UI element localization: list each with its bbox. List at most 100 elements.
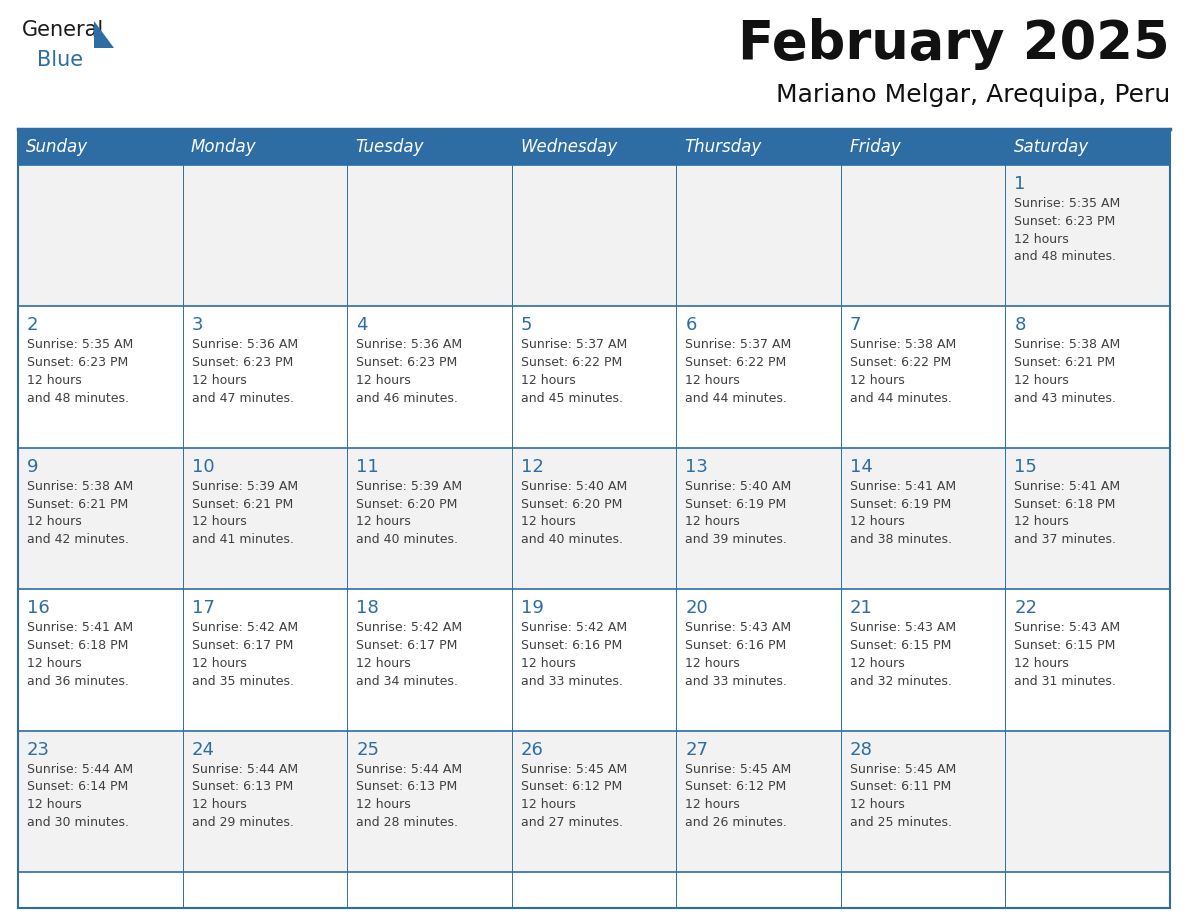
Text: and 38 minutes.: and 38 minutes. [849,533,952,546]
Text: 2: 2 [27,317,38,334]
Bar [1005,129,1170,165]
Text: Sunrise: 5:41 AM: Sunrise: 5:41 AM [1015,480,1120,493]
Text: Sunrise: 5:43 AM: Sunrise: 5:43 AM [1015,621,1120,634]
Text: 12 hours: 12 hours [356,515,411,529]
Text: and 33 minutes.: and 33 minutes. [520,675,623,688]
Text: Sunset: 6:17 PM: Sunset: 6:17 PM [356,639,457,652]
Text: 12 hours: 12 hours [685,656,740,670]
Text: 4: 4 [356,317,367,334]
Text: 12 hours: 12 hours [1015,515,1069,529]
Bar [512,129,676,165]
Text: Sunset: 6:14 PM: Sunset: 6:14 PM [27,780,128,793]
Text: 12 hours: 12 hours [520,656,575,670]
Text: 21: 21 [849,599,873,617]
Bar [18,307,1170,448]
Text: Sunrise: 5:36 AM: Sunrise: 5:36 AM [191,339,298,352]
Text: and 39 minutes.: and 39 minutes. [685,533,788,546]
Bar [18,589,1170,731]
Text: 12 hours: 12 hours [27,374,82,387]
Text: 8: 8 [1015,317,1025,334]
Text: and 41 minutes.: and 41 minutes. [191,533,293,546]
Text: Sunset: 6:22 PM: Sunset: 6:22 PM [520,356,623,369]
Text: and 31 minutes.: and 31 minutes. [1015,675,1117,688]
Text: 12 hours: 12 hours [27,656,82,670]
Text: Sunset: 6:20 PM: Sunset: 6:20 PM [356,498,457,510]
Text: 12 hours: 12 hours [849,798,904,812]
Text: 12 hours: 12 hours [356,798,411,812]
Text: 12 hours: 12 hours [27,798,82,812]
Text: and 29 minutes.: and 29 minutes. [191,816,293,829]
Text: and 36 minutes.: and 36 minutes. [27,675,128,688]
Text: and 45 minutes.: and 45 minutes. [520,392,623,405]
Text: 12: 12 [520,458,544,476]
Bar [18,448,1170,589]
Text: Sunrise: 5:42 AM: Sunrise: 5:42 AM [356,621,462,634]
Text: 12 hours: 12 hours [520,798,575,812]
Text: Sunrise: 5:44 AM: Sunrise: 5:44 AM [191,763,298,776]
Text: Sunset: 6:11 PM: Sunset: 6:11 PM [849,780,952,793]
Text: 3: 3 [191,317,203,334]
Text: Sunrise: 5:37 AM: Sunrise: 5:37 AM [685,339,791,352]
Text: and 40 minutes.: and 40 minutes. [356,533,459,546]
Text: Sunset: 6:15 PM: Sunset: 6:15 PM [849,639,952,652]
Bar [841,129,1005,165]
Text: and 44 minutes.: and 44 minutes. [685,392,788,405]
Text: 12 hours: 12 hours [520,515,575,529]
Text: Tuesday: Tuesday [355,138,424,156]
Text: Sunrise: 5:38 AM: Sunrise: 5:38 AM [849,339,956,352]
Text: Sunset: 6:13 PM: Sunset: 6:13 PM [356,780,457,793]
Bar [676,129,841,165]
Text: and 32 minutes.: and 32 minutes. [849,675,952,688]
Bar [183,129,347,165]
Text: 12 hours: 12 hours [191,798,246,812]
Text: 27: 27 [685,741,708,758]
Text: Sunrise: 5:40 AM: Sunrise: 5:40 AM [520,480,627,493]
Bar [18,129,183,165]
Text: 12 hours: 12 hours [685,515,740,529]
Text: 12 hours: 12 hours [849,515,904,529]
Text: Blue: Blue [37,50,83,70]
Text: Mariano Melgar, Arequipa, Peru: Mariano Melgar, Arequipa, Peru [776,83,1170,107]
Text: Sunset: 6:18 PM: Sunset: 6:18 PM [27,639,128,652]
Text: 12 hours: 12 hours [685,374,740,387]
Text: Sunrise: 5:45 AM: Sunrise: 5:45 AM [849,763,956,776]
Text: 22: 22 [1015,599,1037,617]
Text: 12 hours: 12 hours [1015,656,1069,670]
Text: 17: 17 [191,599,215,617]
Text: and 35 minutes.: and 35 minutes. [191,675,293,688]
Text: 12 hours: 12 hours [1015,374,1069,387]
Text: Sunrise: 5:39 AM: Sunrise: 5:39 AM [356,480,462,493]
Text: Sunrise: 5:44 AM: Sunrise: 5:44 AM [27,763,133,776]
Text: Sunrise: 5:41 AM: Sunrise: 5:41 AM [849,480,956,493]
Text: Sunrise: 5:43 AM: Sunrise: 5:43 AM [849,621,956,634]
Text: and 28 minutes.: and 28 minutes. [356,816,459,829]
Text: and 34 minutes.: and 34 minutes. [356,675,459,688]
Text: 12 hours: 12 hours [27,515,82,529]
Bar [18,731,1170,872]
Text: 26: 26 [520,741,544,758]
Text: Sunrise: 5:43 AM: Sunrise: 5:43 AM [685,621,791,634]
Text: Sunset: 6:17 PM: Sunset: 6:17 PM [191,639,293,652]
Text: and 30 minutes.: and 30 minutes. [27,816,129,829]
Text: Sunrise: 5:44 AM: Sunrise: 5:44 AM [356,763,462,776]
Text: 12 hours: 12 hours [849,656,904,670]
Text: and 37 minutes.: and 37 minutes. [1015,533,1117,546]
Text: Friday: Friday [849,138,901,156]
Text: Sunset: 6:23 PM: Sunset: 6:23 PM [356,356,457,369]
Text: Sunrise: 5:39 AM: Sunrise: 5:39 AM [191,480,298,493]
Text: Sunrise: 5:45 AM: Sunrise: 5:45 AM [685,763,791,776]
Text: Sunrise: 5:45 AM: Sunrise: 5:45 AM [520,763,627,776]
Text: 9: 9 [27,458,38,476]
Text: Sunset: 6:23 PM: Sunset: 6:23 PM [27,356,128,369]
Text: Sunset: 6:22 PM: Sunset: 6:22 PM [849,356,952,369]
Text: 12 hours: 12 hours [191,656,246,670]
Text: Sunset: 6:16 PM: Sunset: 6:16 PM [685,639,786,652]
Text: February 2025: February 2025 [739,18,1170,70]
Text: Sunset: 6:12 PM: Sunset: 6:12 PM [685,780,786,793]
Text: 12 hours: 12 hours [1015,232,1069,246]
Text: 19: 19 [520,599,544,617]
Polygon shape [94,21,114,48]
Text: Sunset: 6:19 PM: Sunset: 6:19 PM [849,498,952,510]
Text: Sunrise: 5:38 AM: Sunrise: 5:38 AM [27,480,133,493]
Text: 16: 16 [27,599,50,617]
